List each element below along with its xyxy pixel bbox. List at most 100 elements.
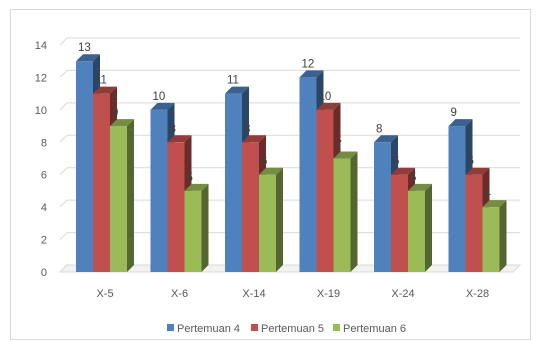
gridline-side [59,167,68,176]
bar-front [465,174,483,272]
bar-top [76,54,100,62]
bar-side [276,167,283,272]
bar-top [259,167,283,175]
bar [333,151,358,272]
bar-top [333,151,358,159]
y-tick-label: 8 [41,137,47,149]
bar-top [184,183,209,191]
data-label: 6 [393,156,399,168]
data-label: 12 [302,58,315,70]
bar-side [425,183,432,272]
x-tick-label: X-14 [242,288,265,300]
data-label: 13 [78,42,91,54]
y-tick-label: 4 [41,202,47,214]
bar-front [299,77,317,272]
bar-top [316,102,341,110]
x-tick-label: X-19 [317,288,340,300]
gridline-side [59,199,68,208]
bar-front [110,126,127,272]
legend-label: Pertemuan 4 [177,323,240,335]
bar-side [201,183,209,272]
x-tick-label: X-6 [171,288,188,300]
x-tick-label: X-5 [96,288,113,300]
bar-front [167,142,185,272]
bar-front [316,109,334,272]
data-label: 5 [187,172,193,184]
gridline-side [59,232,68,240]
data-label: 9 [451,107,457,119]
data-label: 6 [468,156,474,168]
bar [184,183,209,272]
bar-top [225,86,249,94]
data-label: 9 [112,107,118,119]
data-label: 4 [485,188,492,200]
y-tick-label: 14 [35,40,47,52]
data-label: 8 [244,123,250,135]
bar-front [184,190,202,272]
data-label: 11 [95,75,107,87]
bar-side [350,151,358,272]
legend-label: Pertemuan 6 [343,323,406,335]
bar-top [167,135,192,143]
bar [110,119,134,272]
data-label: 8 [170,123,176,135]
bars [76,54,507,273]
legend-swatch [333,324,340,331]
legend: Pertemuan 4 Pertemuan 5 Pertemuan 6 [167,323,406,335]
bar-top [242,135,266,143]
y-tick-label: 10 [35,105,47,117]
gridline-side [59,134,68,143]
bar-front [242,142,259,272]
bar-front [150,109,168,272]
gridline-side [59,70,68,78]
bar-top [408,183,432,191]
x-axis-ticks: X-5 X-6 X-14 X-19 X-24 X-28 [96,288,489,300]
legend-item: Pertemuan 6 [333,323,406,335]
bar [408,183,432,272]
bar [482,200,507,272]
data-label: 10 [319,91,332,103]
bar-front [408,190,425,272]
bar-top [482,200,507,208]
x-tick-label: X-28 [466,288,489,300]
legend-label: Pertemuan 5 [261,323,324,335]
bar-front [259,174,276,272]
bar-top [93,86,117,94]
bar-front [93,93,110,273]
y-tick-label: 12 [35,72,47,84]
bar-front [333,158,351,272]
y-tick-label: 2 [41,235,47,247]
legend-item: Pertemuan 5 [251,323,324,335]
legend-swatch [251,324,258,331]
bar-front [448,126,466,272]
data-label: 6 [261,156,267,168]
bar-top [391,167,415,175]
bar-front [391,174,408,272]
bar-side [127,119,134,272]
gridline-side [59,37,68,46]
legend-swatch [167,324,174,331]
bar-front [482,207,500,272]
bar-front [225,93,242,273]
bar-top [299,70,324,78]
y-tick-label: 6 [41,170,47,182]
bar-top [465,167,490,175]
x-tick-label: X-24 [391,288,414,300]
gridline-side [59,102,68,111]
data-label: 7 [336,140,342,152]
bar-front [76,61,93,272]
bar-top [110,119,134,127]
data-label: 10 [153,91,166,103]
bar-top [150,102,175,110]
bar-side [499,200,507,272]
data-label: 8 [376,123,382,135]
y-axis-ticks: 0 2 4 6 8 10 12 14 [35,40,47,279]
y-tick-label: 0 [41,267,47,279]
data-label: 11 [227,75,239,87]
bar-top [374,135,398,143]
bar [259,167,283,272]
bar-front [374,142,391,272]
bar-top [448,119,473,127]
